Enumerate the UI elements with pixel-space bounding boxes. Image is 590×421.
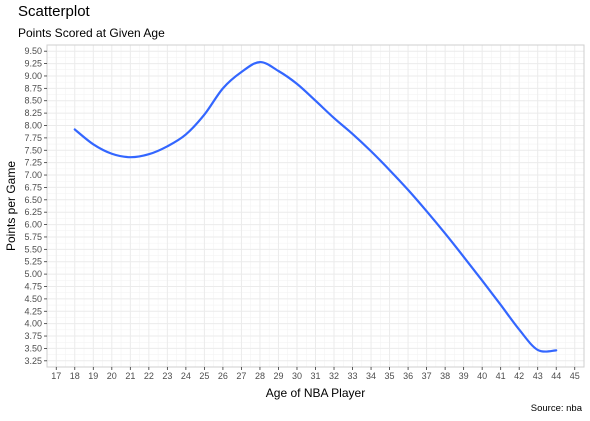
x-tick-label: 43 <box>533 371 543 381</box>
x-tick-label: 37 <box>422 371 432 381</box>
y-tick-label: 7.00 <box>24 170 42 180</box>
y-tick-label: 7.75 <box>24 133 42 143</box>
y-tick-label: 4.75 <box>24 282 42 292</box>
y-tick-label: 8.50 <box>24 96 42 106</box>
x-tick-label: 42 <box>514 371 524 381</box>
x-tick-label: 24 <box>181 371 191 381</box>
chart-caption: Source: nba <box>530 403 582 414</box>
x-tick-label: 44 <box>551 371 561 381</box>
y-tick-label: 8.00 <box>24 121 42 131</box>
x-tick-label: 25 <box>199 371 209 381</box>
series-line <box>73 60 558 353</box>
x-tick-label: 23 <box>162 371 172 381</box>
y-tick-label: 5.50 <box>24 244 42 254</box>
y-tick-label: 3.25 <box>24 356 42 366</box>
x-tick-label: 32 <box>329 371 339 381</box>
x-tick-label: 21 <box>125 371 135 381</box>
y-tick-label: 6.00 <box>24 220 42 230</box>
y-tick-label: 9.25 <box>24 59 42 69</box>
y-tick-label: 4.00 <box>24 319 42 329</box>
y-tick-label: 4.25 <box>24 306 42 316</box>
x-tick-label: 19 <box>88 371 98 381</box>
x-tick-label: 30 <box>292 371 302 381</box>
x-tick-label: 36 <box>403 371 413 381</box>
x-tick-label: 22 <box>144 371 154 381</box>
x-tick-label: 31 <box>310 371 320 381</box>
y-tick-label: 8.25 <box>24 108 42 118</box>
y-tick-label: 6.25 <box>24 207 42 217</box>
y-tick-label: 7.50 <box>24 145 42 155</box>
y-tick-label: 6.50 <box>24 195 42 205</box>
y-tick-label: 3.50 <box>24 343 42 353</box>
x-tick-label: 20 <box>107 371 117 381</box>
x-tick-label: 17 <box>51 371 61 381</box>
x-tick-label: 35 <box>385 371 395 381</box>
x-tick-label: 40 <box>477 371 487 381</box>
x-tick-label: 28 <box>255 371 265 381</box>
y-tick-label: 3.75 <box>24 331 42 341</box>
chart-title: Scatterplot <box>18 3 90 20</box>
y-tick-label: 9.00 <box>24 71 42 81</box>
y-tick-label: 8.75 <box>24 83 42 93</box>
chart-subtitle: Points Scored at Given Age <box>18 26 165 40</box>
x-tick-label: 26 <box>218 371 228 381</box>
y-tick-label: 5.00 <box>24 269 42 279</box>
x-tick-label: 29 <box>273 371 283 381</box>
y-tick-label: 5.25 <box>24 257 42 267</box>
x-tick-label: 45 <box>570 371 580 381</box>
y-tick-label: 7.25 <box>24 158 42 168</box>
x-tick-label: 41 <box>496 371 506 381</box>
y-tick-label: 4.50 <box>24 294 42 304</box>
x-tick-label: 34 <box>366 371 376 381</box>
y-tick-label: 5.75 <box>24 232 42 242</box>
y-tick-label: 6.75 <box>24 182 42 192</box>
x-axis-label: Age of NBA Player <box>266 386 365 400</box>
x-tick-label: 38 <box>440 371 450 381</box>
y-tick-label: 9.50 <box>24 46 42 56</box>
x-tick-label: 33 <box>348 371 358 381</box>
x-tick-label: 18 <box>70 371 80 381</box>
x-tick-label: 27 <box>236 371 246 381</box>
x-tick-label: 39 <box>459 371 469 381</box>
y-axis-label: Points per Game <box>4 161 18 251</box>
